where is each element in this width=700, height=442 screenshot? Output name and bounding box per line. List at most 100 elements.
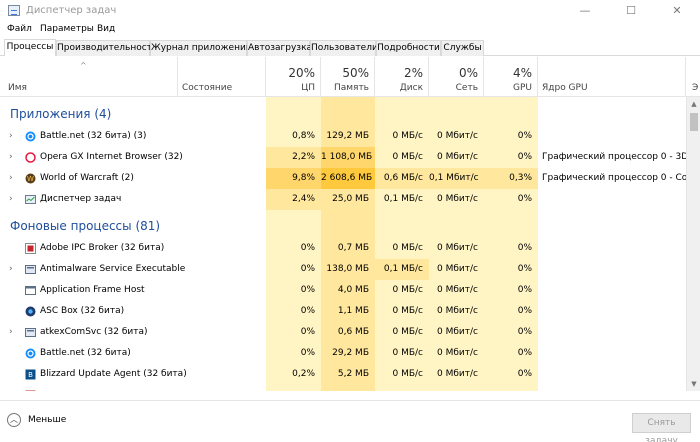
expand-chevron-icon[interactable]: › [9, 327, 13, 337]
minimize-button[interactable]: — [579, 4, 591, 17]
disk-value: 0 МБ/с [392, 131, 423, 141]
scroll-up-icon[interactable]: ▲ [691, 100, 697, 108]
partial-process-icon [25, 390, 36, 391]
gpu-value: 0% [517, 264, 532, 274]
cpu-total-percent: 20% [288, 66, 315, 80]
gpu-engine-value [542, 189, 686, 210]
cpu-value: 0% [300, 306, 315, 316]
tab-app-history[interactable]: Журнал приложений [150, 40, 252, 56]
column-disk-label: Диск [399, 83, 423, 93]
network-column-heat [429, 97, 484, 391]
table-row[interactable]: › Antimalware Service Executable 0% 138,… [0, 259, 686, 280]
group-header-apps[interactable]: Приложения (4) [0, 103, 686, 124]
table-row[interactable]: Battle.net (32 бита) 0% 29,2 МБ 0 МБ/с 0… [0, 343, 686, 364]
scroll-down-icon[interactable]: ▼ [691, 380, 697, 388]
tab-processes[interactable]: Процессы [4, 39, 56, 56]
tab-strip: Процессы Производительность Журнал прило… [0, 39, 700, 56]
scrollbar-thumb[interactable] [690, 113, 698, 131]
disk-value: 0 МБ/с [392, 348, 423, 358]
network-value: 0 Мбит/с [437, 264, 478, 274]
disk-value: 0,1 МБ/с [375, 259, 429, 280]
battlenet-icon [25, 131, 36, 142]
memory-value: 5,2 МБ [337, 369, 369, 379]
expand-chevron-icon[interactable]: › [9, 152, 13, 162]
column-disk[interactable]: 2% Диск [375, 57, 429, 97]
column-gpu[interactable]: 4% GPU [484, 57, 538, 97]
menu-options[interactable]: Параметры [40, 24, 94, 34]
gpu-value: 0% [517, 131, 532, 141]
column-gpu-label: GPU [513, 83, 532, 93]
column-status-label: Состояние [182, 83, 233, 93]
footer-bar: ︿ Меньше Снять задачу [0, 400, 700, 442]
column-memory[interactable]: 50% Память [321, 57, 375, 97]
process-name: Antimalware Service Executable [40, 264, 186, 274]
tab-performance[interactable]: Производительность [56, 40, 157, 56]
app-frame-icon [25, 286, 36, 295]
table-row[interactable]: ASC Box (32 бита) 0% 1,1 МБ 0 МБ/с 0 Мби… [0, 301, 686, 322]
column-gpu-engine[interactable]: Ядро GPU [538, 57, 686, 97]
column-extra-label: Э [692, 83, 699, 93]
column-network[interactable]: 0% Сеть [429, 57, 484, 97]
process-name: Application Frame Host [40, 285, 145, 295]
expand-chevron-icon[interactable]: › [9, 264, 13, 274]
disk-value: 0 МБ/с [392, 369, 423, 379]
cpu-value: 0% [300, 264, 315, 274]
expand-chevron-icon[interactable]: › [9, 194, 13, 204]
table-row[interactable]: Application Frame Host 0% 4,0 МБ 0 МБ/с … [0, 280, 686, 301]
gpu-value: 0% [517, 243, 532, 253]
column-header-row: ^ Имя Состояние 20% ЦП 50% Память 2% Дис… [0, 57, 700, 97]
adobe-icon [25, 243, 36, 254]
menu-file[interactable]: Файл [7, 24, 32, 34]
table-row[interactable]: › atkexComSvc (32 бита) 0% 0,6 МБ 0 МБ/с… [0, 322, 686, 343]
maximize-button[interactable]: ☐ [626, 4, 636, 17]
tab-startup[interactable]: Автозагрузка [247, 40, 312, 56]
column-status[interactable]: Состояние [178, 57, 266, 97]
vertical-scrollbar[interactable]: ▲ ▼ [686, 97, 700, 391]
fewer-details-label[interactable]: Меньше [28, 415, 67, 425]
network-value: 0 Мбит/с [437, 194, 478, 204]
title-bar[interactable]: Диспетчер задач — ☐ ✕ [0, 0, 700, 22]
close-button[interactable]: ✕ [672, 4, 682, 17]
table-row[interactable] [0, 385, 686, 391]
cpu-value: 0,8% [292, 131, 315, 141]
gpu-value: 0% [517, 306, 532, 316]
column-cpu[interactable]: 20% ЦП [266, 57, 321, 97]
network-value: 0 Мбит/с [437, 348, 478, 358]
chevron-up-circle-icon[interactable]: ︿ [7, 413, 21, 427]
memory-value: 0,6 МБ [337, 327, 369, 337]
expand-chevron-icon[interactable]: › [9, 173, 13, 183]
tab-users[interactable]: Пользователи [310, 40, 378, 56]
table-row[interactable]: › Диспетчер задач 2,4% 25,0 МБ 0,1 МБ/с … [0, 189, 686, 210]
memory-column-heat [321, 97, 375, 391]
column-network-label: Сеть [455, 83, 478, 93]
menu-view[interactable]: Вид [97, 24, 116, 34]
table-row[interactable]: › Opera GX Internet Browser (32) 2,2% 1 … [0, 147, 686, 168]
column-memory-label: Память [333, 83, 369, 93]
disk-value: 0,6 МБ/с [375, 168, 429, 189]
svg-text:W: W [27, 175, 34, 183]
process-list: Приложения (4) › Battle.net (32 бита) (3… [0, 97, 686, 391]
disk-column-heat [375, 97, 429, 391]
table-row[interactable]: B Blizzard Update Agent (32 бита) 0,2% 5… [0, 364, 686, 385]
network-total-percent: 0% [458, 66, 478, 80]
tab-details[interactable]: Подробности [376, 40, 441, 56]
expand-chevron-icon[interactable]: › [9, 131, 13, 141]
table-row[interactable]: › Battle.net (32 бита) (3) 0,8% 129,2 МБ… [0, 126, 686, 147]
tab-services[interactable]: Службы [441, 40, 484, 56]
gpu-value: 0% [517, 327, 532, 337]
column-name[interactable]: ^ Имя [0, 57, 178, 97]
column-extra[interactable]: Э [686, 57, 700, 97]
table-row[interactable]: › W World of Warcraft (2) 9,8% 2 608,6 М… [0, 168, 686, 189]
process-name: World of Warcraft (2) [40, 173, 134, 183]
network-value: 0,1 Мбит/с [429, 168, 484, 189]
gpu-engine-value: Графический процессор 0 - 3D [542, 152, 686, 162]
end-task-button[interactable]: Снять задачу [632, 413, 691, 442]
gpu-value: 0% [517, 369, 532, 379]
table-row[interactable]: Adobe IPC Broker (32 бита) 0% 0,7 МБ 0 М… [0, 238, 686, 259]
network-value: 0 Мбит/с [437, 243, 478, 253]
opera-gx-icon [25, 152, 36, 163]
group-header-background[interactable]: Фоновые процессы (81) [0, 215, 686, 236]
group-title-apps: Приложения (4) [10, 107, 112, 121]
service-icon [25, 265, 36, 274]
gpu-column-heat [484, 97, 538, 391]
